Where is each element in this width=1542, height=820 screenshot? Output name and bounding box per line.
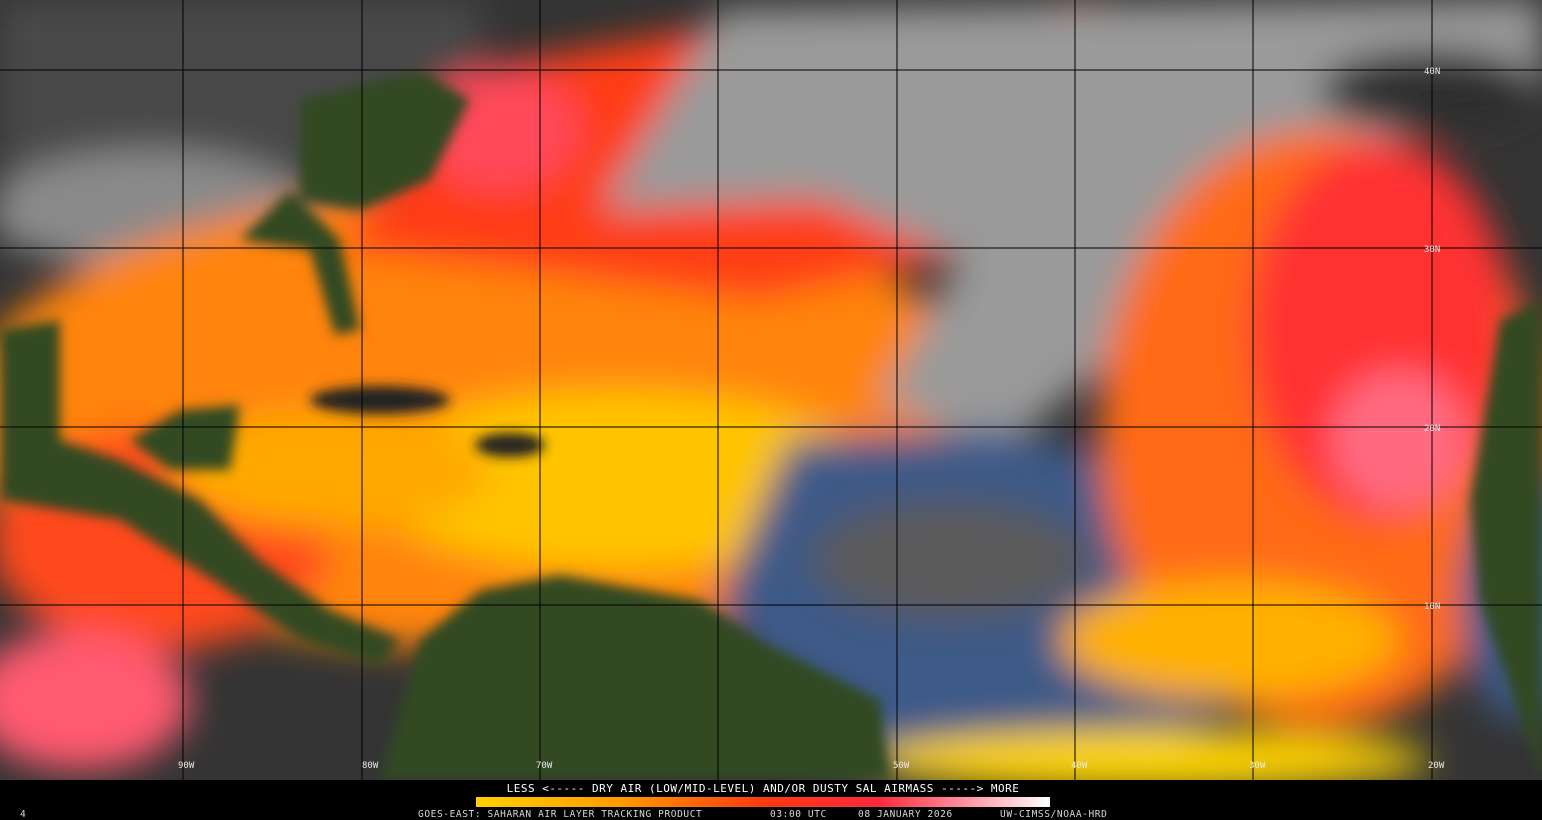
lon-label: 70W <box>536 761 553 771</box>
lat-label: 40N <box>1424 67 1440 77</box>
credit: UW-CIMSS/NOAA-HRD <box>1000 809 1107 820</box>
imagery: 40N 30N 20N 10N 90W 80W 70W 50W 40W 30W … <box>0 0 1542 780</box>
lon-label: 20W <box>1428 761 1445 771</box>
graticule <box>0 0 1542 780</box>
lon-label: 50W <box>893 761 910 771</box>
legend-caption: LESS <----- DRY AIR (LOW/MID-LEVEL) AND/… <box>507 782 1020 795</box>
color-bar <box>476 797 1050 807</box>
lon-label: 80W <box>362 761 379 771</box>
lon-label: 40W <box>1071 761 1088 771</box>
product-name: GOES-EAST: SAHARAN AIR LAYER TRACKING PR… <box>418 809 702 820</box>
date: 08 JANUARY 2026 <box>858 809 953 820</box>
lon-label: 90W <box>178 761 195 771</box>
corner-mark: 4 <box>20 809 26 820</box>
lat-label: 20N <box>1424 424 1440 434</box>
lat-label: 30N <box>1424 245 1440 255</box>
time: 03:00 UTC <box>770 809 827 820</box>
lon-label: 30W <box>1249 761 1266 771</box>
lat-label: 10N <box>1424 602 1440 612</box>
